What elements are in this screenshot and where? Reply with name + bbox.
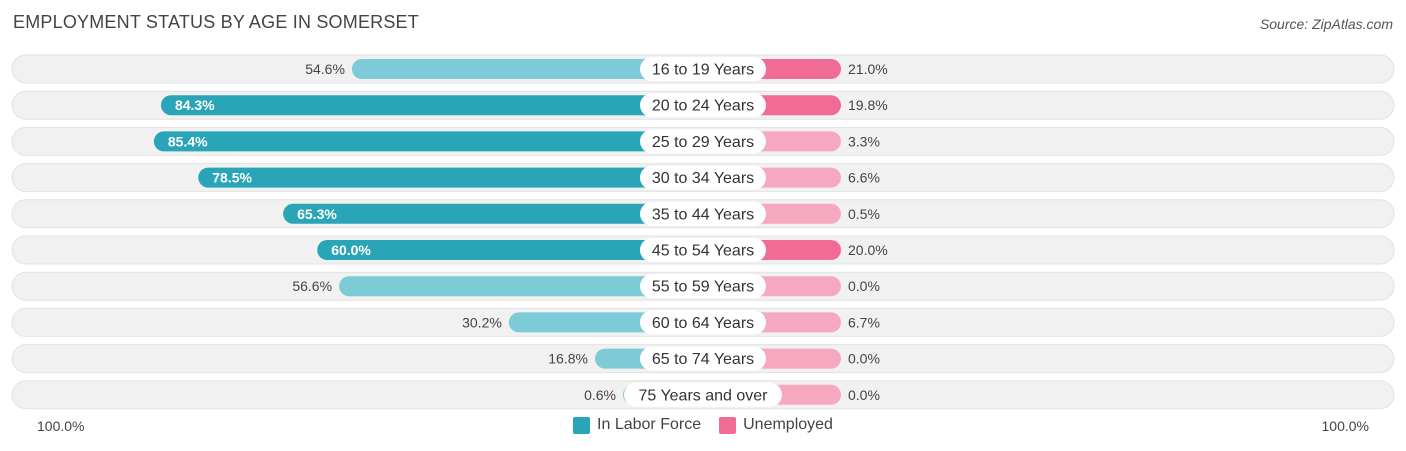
labor-value-label: 54.6%: [305, 61, 345, 77]
category-label: 65 to 74 Years: [652, 351, 754, 368]
unemployed-value-label: 21.0%: [848, 61, 888, 77]
labor-bar: [317, 240, 703, 260]
labor-value-label: 65.3%: [297, 206, 337, 222]
unemployed-value-label: 0.0%: [848, 278, 880, 294]
axis-right-label: 100.0%: [1321, 418, 1369, 434]
unemployed-value-label: 0.0%: [848, 387, 880, 403]
labor-value-label: 30.2%: [462, 314, 502, 330]
legend-label-unemployed: Unemployed: [743, 416, 833, 433]
legend-swatch-labor: [573, 416, 591, 434]
category-label: 55 to 59 Years: [652, 279, 754, 296]
category-label-bg: [640, 165, 766, 190]
category-label: 25 to 29 Years: [652, 134, 754, 151]
labor-value-label: 60.0%: [331, 242, 371, 258]
labor-value-label: 78.5%: [212, 170, 252, 186]
source-label: Source: ZipAtlas.com: [1259, 16, 1393, 32]
labor-bar: [160, 95, 704, 116]
labor-bar: [153, 131, 704, 152]
category-label: 35 to 44 Years: [652, 206, 754, 223]
category-label-bg: [640, 274, 766, 299]
labor-value-label: 0.6%: [584, 387, 616, 403]
labor-bar: [351, 59, 703, 79]
category-label: 60 to 64 Years: [652, 315, 754, 332]
unemployed-value-label: 6.7%: [848, 314, 880, 330]
category-label-bg: [640, 346, 766, 371]
unemployed-value-label: 0.0%: [848, 351, 880, 367]
labor-bar: [283, 203, 703, 224]
unemployed-value-label: 3.3%: [848, 133, 880, 149]
category-label: 20 to 24 Years: [652, 98, 754, 115]
unemployed-value-label: 19.8%: [848, 97, 888, 113]
category-label-bg: [640, 201, 766, 226]
unemployed-value-label: 20.0%: [848, 242, 888, 258]
unemployed-value-label: 6.6%: [848, 170, 880, 186]
category-label-bg: [640, 93, 766, 118]
legend: In Labor Force Unemployed: [0, 416, 1406, 434]
category-label-bg: [640, 238, 766, 262]
labor-value-label: 56.6%: [292, 278, 332, 294]
category-label: 45 to 54 Years: [652, 243, 754, 260]
labor-bar: [198, 167, 703, 188]
legend-item-unemployed[interactable]: Unemployed: [719, 416, 833, 434]
category-label: 75 Years and over: [639, 387, 769, 404]
labor-value-label: 16.8%: [548, 351, 588, 367]
labor-value-label: 84.3%: [175, 97, 215, 113]
category-label: 16 to 19 Years: [652, 62, 754, 79]
category-label: 30 to 34 Years: [652, 170, 754, 187]
labor-value-label: 85.4%: [168, 133, 208, 149]
category-label-bg: [624, 382, 782, 407]
legend-label-labor: In Labor Force: [597, 416, 702, 433]
chart-title: EMPLOYMENT STATUS BY AGE IN SOMERSET: [13, 12, 419, 32]
unemployed-value-label: 0.5%: [848, 206, 880, 222]
legend-item-labor[interactable]: In Labor Force: [573, 416, 701, 434]
category-label-bg: [640, 310, 766, 335]
labor-bar: [339, 276, 703, 297]
axis-left-label: 100.0%: [37, 418, 85, 434]
category-label-bg: [640, 129, 766, 154]
legend-swatch-unemployed: [719, 416, 737, 434]
category-label-bg: [640, 57, 766, 81]
